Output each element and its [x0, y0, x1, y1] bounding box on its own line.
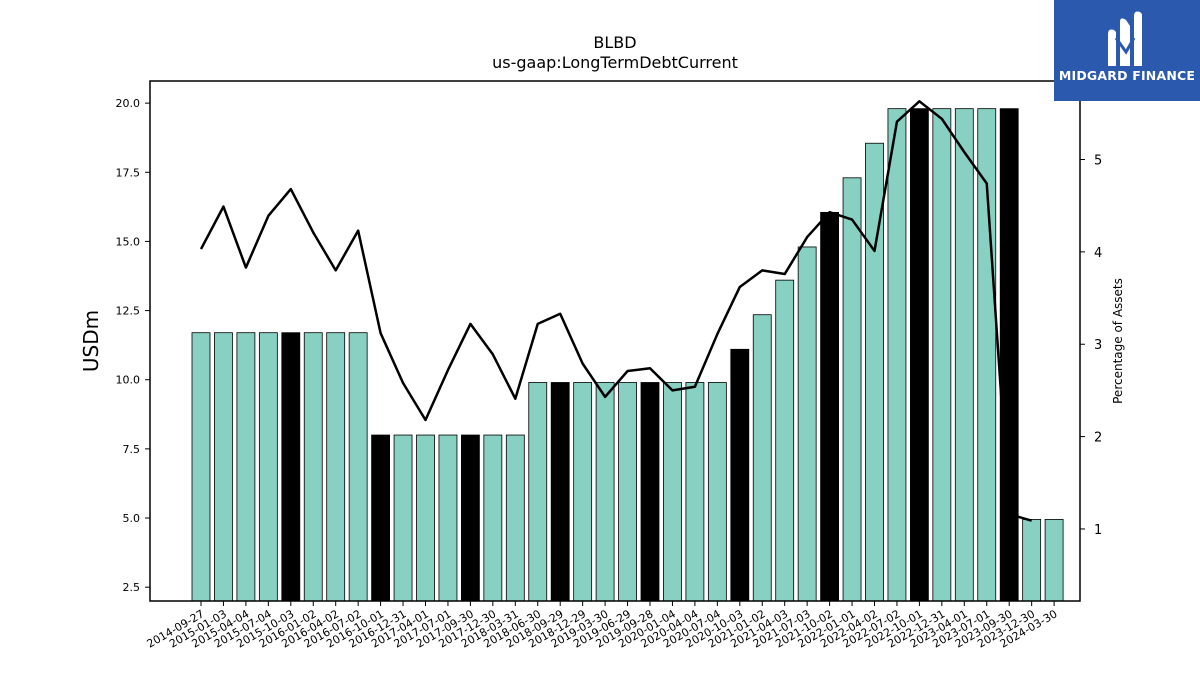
left-y-axis: 2.5 5.0 7.5 10.0 12.5 15.0 17.5 20.0	[116, 97, 150, 594]
y-tick-label: 15.0	[116, 235, 141, 248]
y2-tick-label: 3	[1094, 338, 1102, 353]
bar	[707, 382, 727, 602]
bar	[663, 382, 682, 602]
bar	[483, 434, 503, 602]
plot-frame	[149, 80, 1081, 602]
bar	[528, 382, 548, 602]
percent-line-series	[199, 100, 1032, 522]
right-y-axis: 1 2 3 4 5	[1080, 154, 1102, 538]
bar	[460, 434, 480, 602]
bar	[573, 382, 593, 602]
bar	[258, 332, 278, 602]
y-tick-label: 17.5	[116, 166, 141, 179]
bar	[438, 434, 458, 602]
brand-name: MIDGARD FINANCE	[1058, 68, 1196, 83]
y-tick-label: 7.5	[123, 443, 141, 456]
bar	[752, 314, 772, 602]
y2-tick-label: 1	[1094, 523, 1102, 538]
x-axis: 2014-09-272015-01-032015-04-042015-07-04…	[145, 601, 1060, 651]
bar	[1022, 519, 1042, 602]
bar	[326, 332, 346, 602]
bar	[236, 332, 256, 602]
bar	[775, 279, 795, 602]
bar	[393, 434, 413, 602]
y-tick-label: 10.0	[116, 374, 141, 387]
bar	[618, 382, 637, 602]
y-tick-label: 5.0	[123, 512, 141, 525]
bar	[214, 332, 233, 602]
bar	[640, 382, 660, 602]
bar	[887, 108, 907, 602]
y-tick-label: 2.5	[123, 581, 141, 594]
bar	[595, 382, 615, 602]
bar	[348, 332, 368, 602]
bar	[820, 211, 839, 602]
y2-tick-label: 4	[1094, 246, 1102, 261]
bar	[730, 348, 750, 602]
bar	[505, 434, 525, 602]
brand-logo: MIDGARD FINANCE	[1054, 0, 1200, 101]
bar	[954, 108, 974, 602]
bar	[685, 382, 705, 602]
bar	[1044, 519, 1064, 602]
bar	[191, 332, 211, 602]
bar	[416, 434, 435, 602]
y2-tick-label: 5	[1094, 154, 1102, 169]
bar	[999, 108, 1019, 602]
y2-axis-label: Percentage of Assets	[1111, 278, 1125, 404]
bar	[371, 434, 391, 602]
y-tick-label: 20.0	[116, 97, 141, 110]
bar	[303, 332, 323, 602]
midgard-logo-icon	[1108, 11, 1142, 66]
percent-line	[199, 100, 1032, 522]
y2-tick-label: 2	[1094, 431, 1102, 446]
bar	[550, 382, 570, 602]
chart-title: BLBD	[593, 33, 636, 52]
bar	[842, 177, 862, 602]
bar	[797, 246, 817, 602]
bar	[910, 108, 929, 602]
bar	[281, 332, 301, 602]
y-axis-label: USDm	[79, 310, 103, 372]
chart-subtitle: us-gaap:LongTermDebtCurrent	[492, 53, 738, 72]
bar-series	[191, 108, 1064, 602]
y-tick-label: 12.5	[116, 305, 141, 318]
bar	[932, 108, 952, 602]
